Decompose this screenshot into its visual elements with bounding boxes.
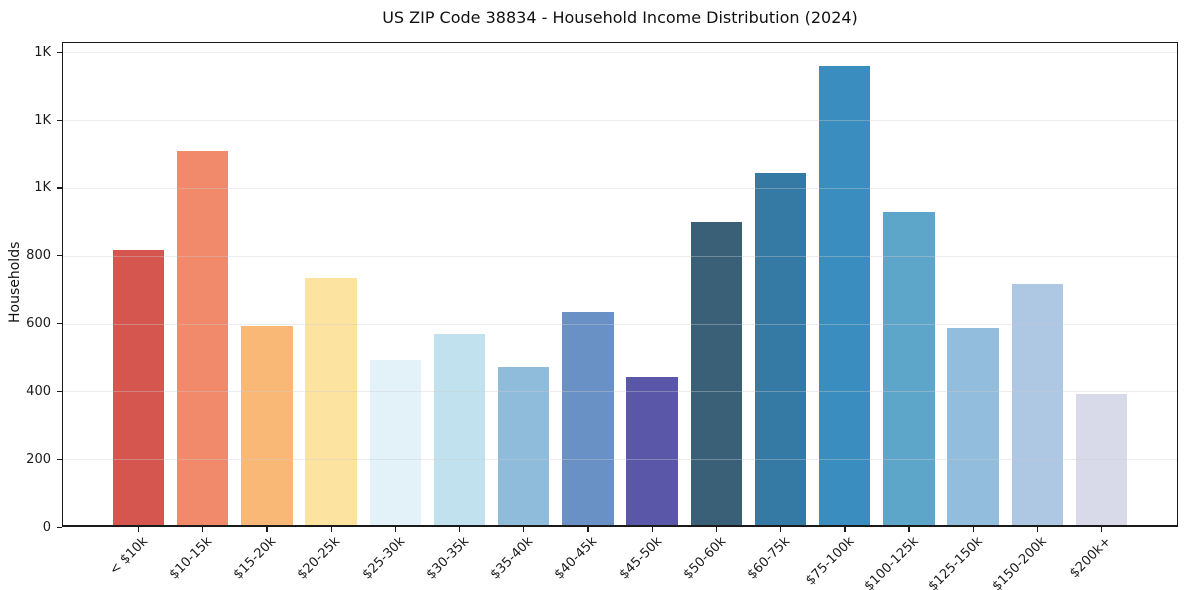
x-tick-mark — [780, 527, 782, 532]
gridline — [63, 391, 1177, 393]
x-tick-mark — [523, 527, 525, 532]
y-tick-label: 200 — [26, 451, 51, 467]
gridline — [63, 459, 1177, 461]
y-tick-mark — [57, 390, 62, 393]
x-tick-mark — [587, 527, 589, 532]
bar-$40-45k — [562, 311, 614, 526]
x-tick-mark — [394, 527, 397, 532]
bar-$25-30k — [369, 359, 421, 526]
x-tick-label: $20-25k — [295, 534, 344, 583]
bar-< $10k — [112, 249, 165, 526]
bar-$50-60k — [690, 222, 742, 526]
x-tick-mark — [137, 527, 140, 532]
bar-$100-125k — [883, 212, 935, 526]
y-tick-mark — [57, 526, 62, 528]
x-tick-mark — [715, 527, 718, 532]
x-tick-label: $125-150k — [925, 534, 986, 590]
x-tick-label: $150-200k — [989, 534, 1050, 590]
x-tick-label: $100-125k — [861, 534, 922, 590]
x-tick-label: $40-45k — [552, 534, 601, 583]
x-tick-label: $75-100k — [803, 534, 858, 589]
y-tick-mark — [57, 119, 62, 121]
y-tick-mark — [57, 187, 62, 189]
chart-title: US ZIP Code 38834 - Household Income Dis… — [382, 8, 858, 27]
y-tick-label: 400 — [26, 383, 51, 399]
gridline — [63, 255, 1177, 257]
left-spine — [62, 42, 64, 527]
x-tick-mark — [266, 527, 268, 532]
x-axis-line — [62, 525, 1178, 527]
bar-$45-50k — [626, 376, 678, 526]
gridline — [63, 120, 1177, 121]
x-tick-mark — [1036, 527, 1039, 532]
x-tick-mark — [1101, 527, 1103, 532]
bar-$20-25k — [305, 278, 357, 526]
x-tick-mark — [972, 527, 974, 532]
x-tick-label: $60-75k — [744, 534, 794, 583]
x-tick-label: $200k+ — [1067, 534, 1115, 582]
x-tick-mark — [458, 527, 461, 532]
x-tick-label: $25-30k — [359, 534, 408, 583]
x-tick-label: < $10k — [106, 534, 152, 579]
bar-$60-75k — [754, 173, 807, 526]
bar-$35-40k — [497, 366, 550, 526]
y-tick-label: 600 — [26, 316, 51, 331]
x-tick-mark — [908, 527, 910, 532]
x-tick-label: $15-20k — [230, 534, 280, 583]
plot-area — [62, 42, 1178, 527]
bar-$10-15k — [176, 151, 229, 526]
x-tick-mark — [651, 527, 653, 532]
right-spine — [1176, 42, 1178, 527]
x-tick-label: $50-60k — [680, 534, 729, 583]
bar-$75-100k — [819, 66, 871, 526]
y-tick-mark — [57, 323, 62, 325]
gridline — [63, 323, 1177, 325]
gridline — [63, 187, 1177, 189]
y-tick-label: 1K — [34, 112, 51, 128]
y-tick-mark — [57, 255, 62, 257]
x-tick-mark — [202, 527, 204, 532]
x-tick-label: $35-40k — [487, 534, 537, 583]
bar-$200k+ — [1075, 393, 1128, 526]
y-tick-label: 1K — [34, 180, 51, 196]
x-tick-label: $30-35k — [423, 534, 473, 583]
bar-$30-35k — [433, 334, 486, 526]
y-tick-label: 0 — [42, 519, 51, 535]
x-tick-mark — [844, 527, 846, 532]
bar-$125-150k — [947, 327, 999, 526]
y-tick-mark — [57, 458, 62, 460]
x-tick-label: $45-50k — [616, 534, 665, 583]
y-tick-mark — [57, 51, 62, 53]
gridline — [63, 52, 1177, 54]
y-tick-label: 800 — [26, 248, 51, 264]
y-tick-label: 1K — [34, 44, 51, 60]
bar-$15-20k — [241, 325, 293, 526]
top-spine — [62, 42, 1178, 44]
bar-$150-200k — [1011, 283, 1064, 526]
x-tick-label: $10-15k — [166, 534, 216, 583]
x-tick-mark — [330, 527, 332, 532]
